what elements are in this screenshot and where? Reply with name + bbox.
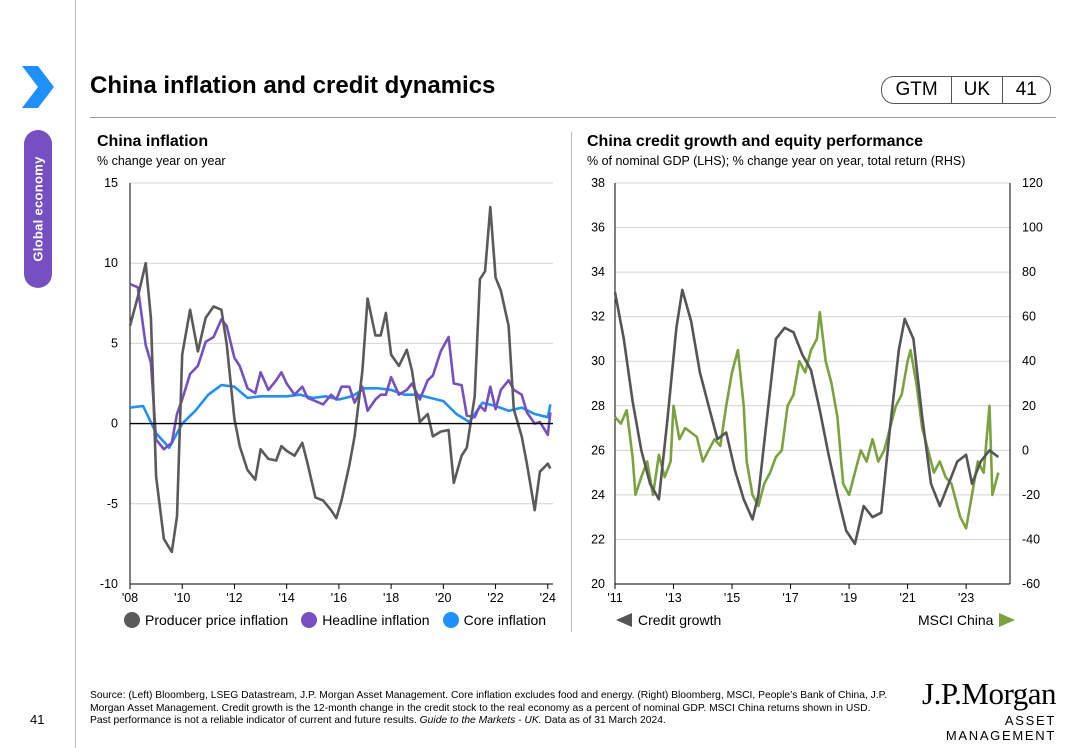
x-tick-label: '21 [899,591,915,605]
footnote-text: Source: (Left) Bloomberg, LSEG Datastrea… [90,690,888,726]
y-right-tick-label: 120 [1022,176,1043,190]
series-core-line [129,383,552,450]
badge-page: 41 [1015,79,1037,100]
logo-subline: ASSET MANAGEMENT [945,713,1056,743]
series-ppi-line [128,205,552,554]
arrow-left-icon [616,613,632,627]
title-divider [90,117,1056,118]
right-chart: 38 36 34 32 30 28 26 24 22 20 120 100 80 60 40 20 0 -20 -4… [591,176,1043,605]
y-left-tick-label: 22 [591,532,605,546]
legend-msci-label: MSCI China [918,612,994,628]
legend-headline-swatch [301,612,318,628]
series-headline-line [129,282,552,451]
y-right-tick-label: -40 [1022,532,1040,546]
section-tab[interactable]: Global economy [24,130,52,288]
left-legend: Producer price inflation Headline inflat… [124,612,546,628]
y-left-tick-label: 34 [591,265,605,279]
left-chart-subtitle: % change year on year [97,154,226,168]
y-right-tick-label: 20 [1022,399,1036,413]
y-right-tick-label: 80 [1022,265,1036,279]
y-tick-label: 0 [111,417,118,431]
right-chart-subtitle: % of nominal GDP (LHS); % change year on… [587,154,966,168]
y-left-tick-label: 24 [591,488,605,502]
y-left-tick-label: 26 [591,443,605,457]
y-tick-label: -10 [100,577,118,591]
legend-credit-label: Credit growth [638,612,722,628]
right-legend-msci: MSCI China [918,612,1016,628]
x-tick-label: '11 [607,591,622,605]
x-tick-label: '19 [841,591,857,605]
x-tick-label: '24 [540,591,556,605]
y-left-tick-label: 30 [591,354,605,368]
x-tick-label: '10 [174,591,190,605]
y-left-tick-label: 32 [591,310,605,324]
chevron-right-icon [22,66,54,108]
y-left-tick-label: 38 [591,176,605,190]
series-msci-line [614,310,1000,530]
y-tick-label: 10 [104,256,118,270]
left-chart-title: China inflation [97,133,209,150]
badge-region: UK [952,77,1003,103]
right-chart-title: China credit growth and equity performan… [587,133,924,150]
legend-core-swatch [442,612,459,628]
legend-core-label: Core inflation [463,612,547,628]
x-tick-label: '18 [383,591,399,605]
badge-gtm: GTM [882,77,953,103]
legend-ppi-label: Producer price inflation [145,612,289,628]
left-chart: 15 10 5 0 -5 -10 '08 '10 '12 '14 '16 '18 '20 '22 '24 [100,176,556,605]
arrow-right-icon [999,613,1016,627]
y-left-tick-label: 36 [591,221,605,235]
page-title: China inflation and credit dynamics [90,72,496,99]
x-tick-label: '23 [958,591,974,605]
x-tick-label: '20 [435,591,451,605]
x-tick-label: '16 [331,591,347,605]
x-tick-label: '13 [665,591,681,605]
page-number: 41 [30,712,45,727]
y-right-tick-label: -20 [1022,488,1040,502]
logo-wordmark: J.P.Morgan [922,676,1056,711]
legend-ppi-swatch [124,612,140,628]
series-credit-line [613,288,1000,546]
chart-divider [571,132,572,632]
y-right-tick-label: 40 [1022,354,1036,368]
y-left-tick-label: 20 [591,577,605,591]
y-left-tick-label: 28 [591,399,605,413]
legend-headline-label: Headline inflation [322,612,430,628]
y-right-tick-label: 0 [1022,443,1029,457]
y-tick-label: 5 [111,336,118,350]
y-tick-label: -5 [107,497,118,511]
footnote: Source: (Left) Bloomberg, LSEG Datastrea… [90,690,890,728]
y-right-tick-label: -60 [1022,577,1040,591]
y-right-tick-label: 100 [1022,221,1043,235]
y-right-tick-label: 60 [1022,310,1036,324]
x-tick-label: '17 [782,591,798,605]
x-tick-label: '22 [487,591,503,605]
footnote-date: Data as of 31 March 2024. [541,715,666,726]
x-tick-label: '15 [724,591,740,605]
footnote-italic: Guide to the Markets - UK. [419,715,542,726]
jpmorgan-logo: J.P.Morgan ASSET MANAGEMENT [906,676,1056,743]
page-badge: GTM UK 41 [881,76,1051,104]
right-legend-credit: Credit growth [616,612,721,628]
x-tick-label: '12 [226,591,242,605]
x-tick-label: '08 [122,591,138,605]
y-tick-label: 15 [104,176,118,190]
section-tab-label: Global economy [30,156,46,262]
x-tick-label: '14 [279,591,295,605]
left-divider [75,0,76,748]
